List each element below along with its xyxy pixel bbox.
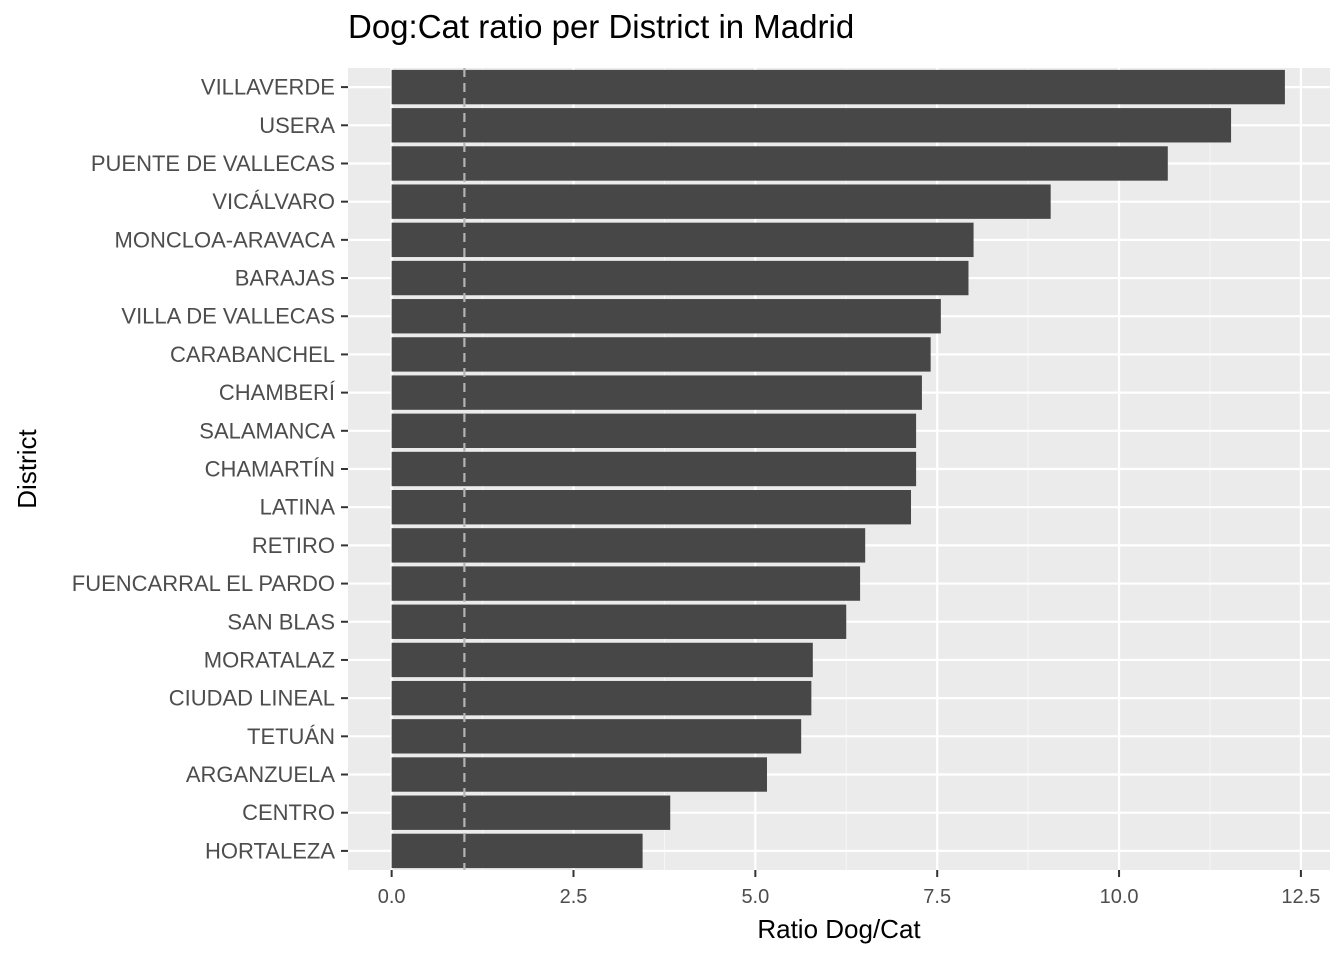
x-axis: 0.0 2.5 5.0 7.5 10.0 12.5: [378, 870, 1320, 908]
bar: [391, 146, 1168, 181]
bar: [391, 833, 643, 869]
category-label: HORTALEZA: [205, 838, 335, 863]
bar: [391, 490, 912, 525]
bar: [391, 680, 812, 716]
category-label: MORATALAZ: [204, 647, 335, 672]
bar: [391, 375, 922, 410]
category-label: CHAMBERÍ: [219, 380, 336, 405]
x-tick-label: 5.0: [741, 886, 769, 908]
bar: [391, 337, 931, 372]
category-label: LATINA: [260, 495, 336, 520]
category-label: VICÁLVARO: [212, 189, 335, 214]
category-label: PUENTE DE VALLECAS: [91, 151, 335, 176]
category-label: CARABANCHEL: [170, 342, 335, 367]
x-axis-title: Ratio Dog/Cat: [757, 914, 921, 944]
bar: [391, 299, 941, 334]
bar: [391, 260, 969, 296]
category-label: VILLA DE VALLECAS: [121, 304, 335, 329]
x-tick-label: 2.5: [560, 886, 588, 908]
bar: [391, 451, 917, 487]
bar: [391, 566, 861, 601]
category-label: VILLAVERDE: [201, 75, 335, 100]
x-tick-label: 7.5: [923, 886, 951, 908]
category-label: FUENCARRAL EL PARDO: [72, 571, 335, 596]
bar: [391, 795, 671, 830]
category-label: SAN BLAS: [227, 609, 335, 634]
x-tick-label: 0.0: [378, 886, 406, 908]
y-axis-title: District: [12, 429, 42, 509]
bar: [391, 108, 1232, 143]
chart-title: Dog:Cat ratio per District in Madrid: [348, 8, 855, 45]
category-label: RETIRO: [252, 533, 335, 558]
category-label: MONCLOA-ARAVACA: [115, 227, 336, 252]
bar: [391, 413, 917, 448]
bar: [391, 69, 1285, 105]
category-label: ARGANZUELA: [186, 762, 335, 787]
category-label: CHAMARTÍN: [205, 457, 335, 482]
bar: [391, 222, 974, 258]
category-label: CENTRO: [242, 800, 335, 825]
y-axis: VILLAVERDE USERA PUENTE DE VALLECAS VICÁLVA…: [72, 75, 348, 863]
category-label: USERA: [259, 113, 335, 138]
bar: [391, 719, 802, 754]
bar: [391, 528, 866, 563]
category-label: CIUDAD LINEAL: [169, 686, 335, 711]
bar: [391, 757, 767, 792]
bars: [391, 69, 1285, 869]
category-label: TETUÁN: [247, 724, 335, 749]
category-label: SALAMANCA: [199, 418, 335, 443]
bar: [391, 642, 813, 678]
x-tick-label: 12.5: [1281, 886, 1320, 908]
bar: [391, 184, 1051, 219]
bar: [391, 604, 847, 639]
x-tick-label: 10.0: [1100, 886, 1139, 908]
category-label: BARAJAS: [235, 266, 335, 291]
